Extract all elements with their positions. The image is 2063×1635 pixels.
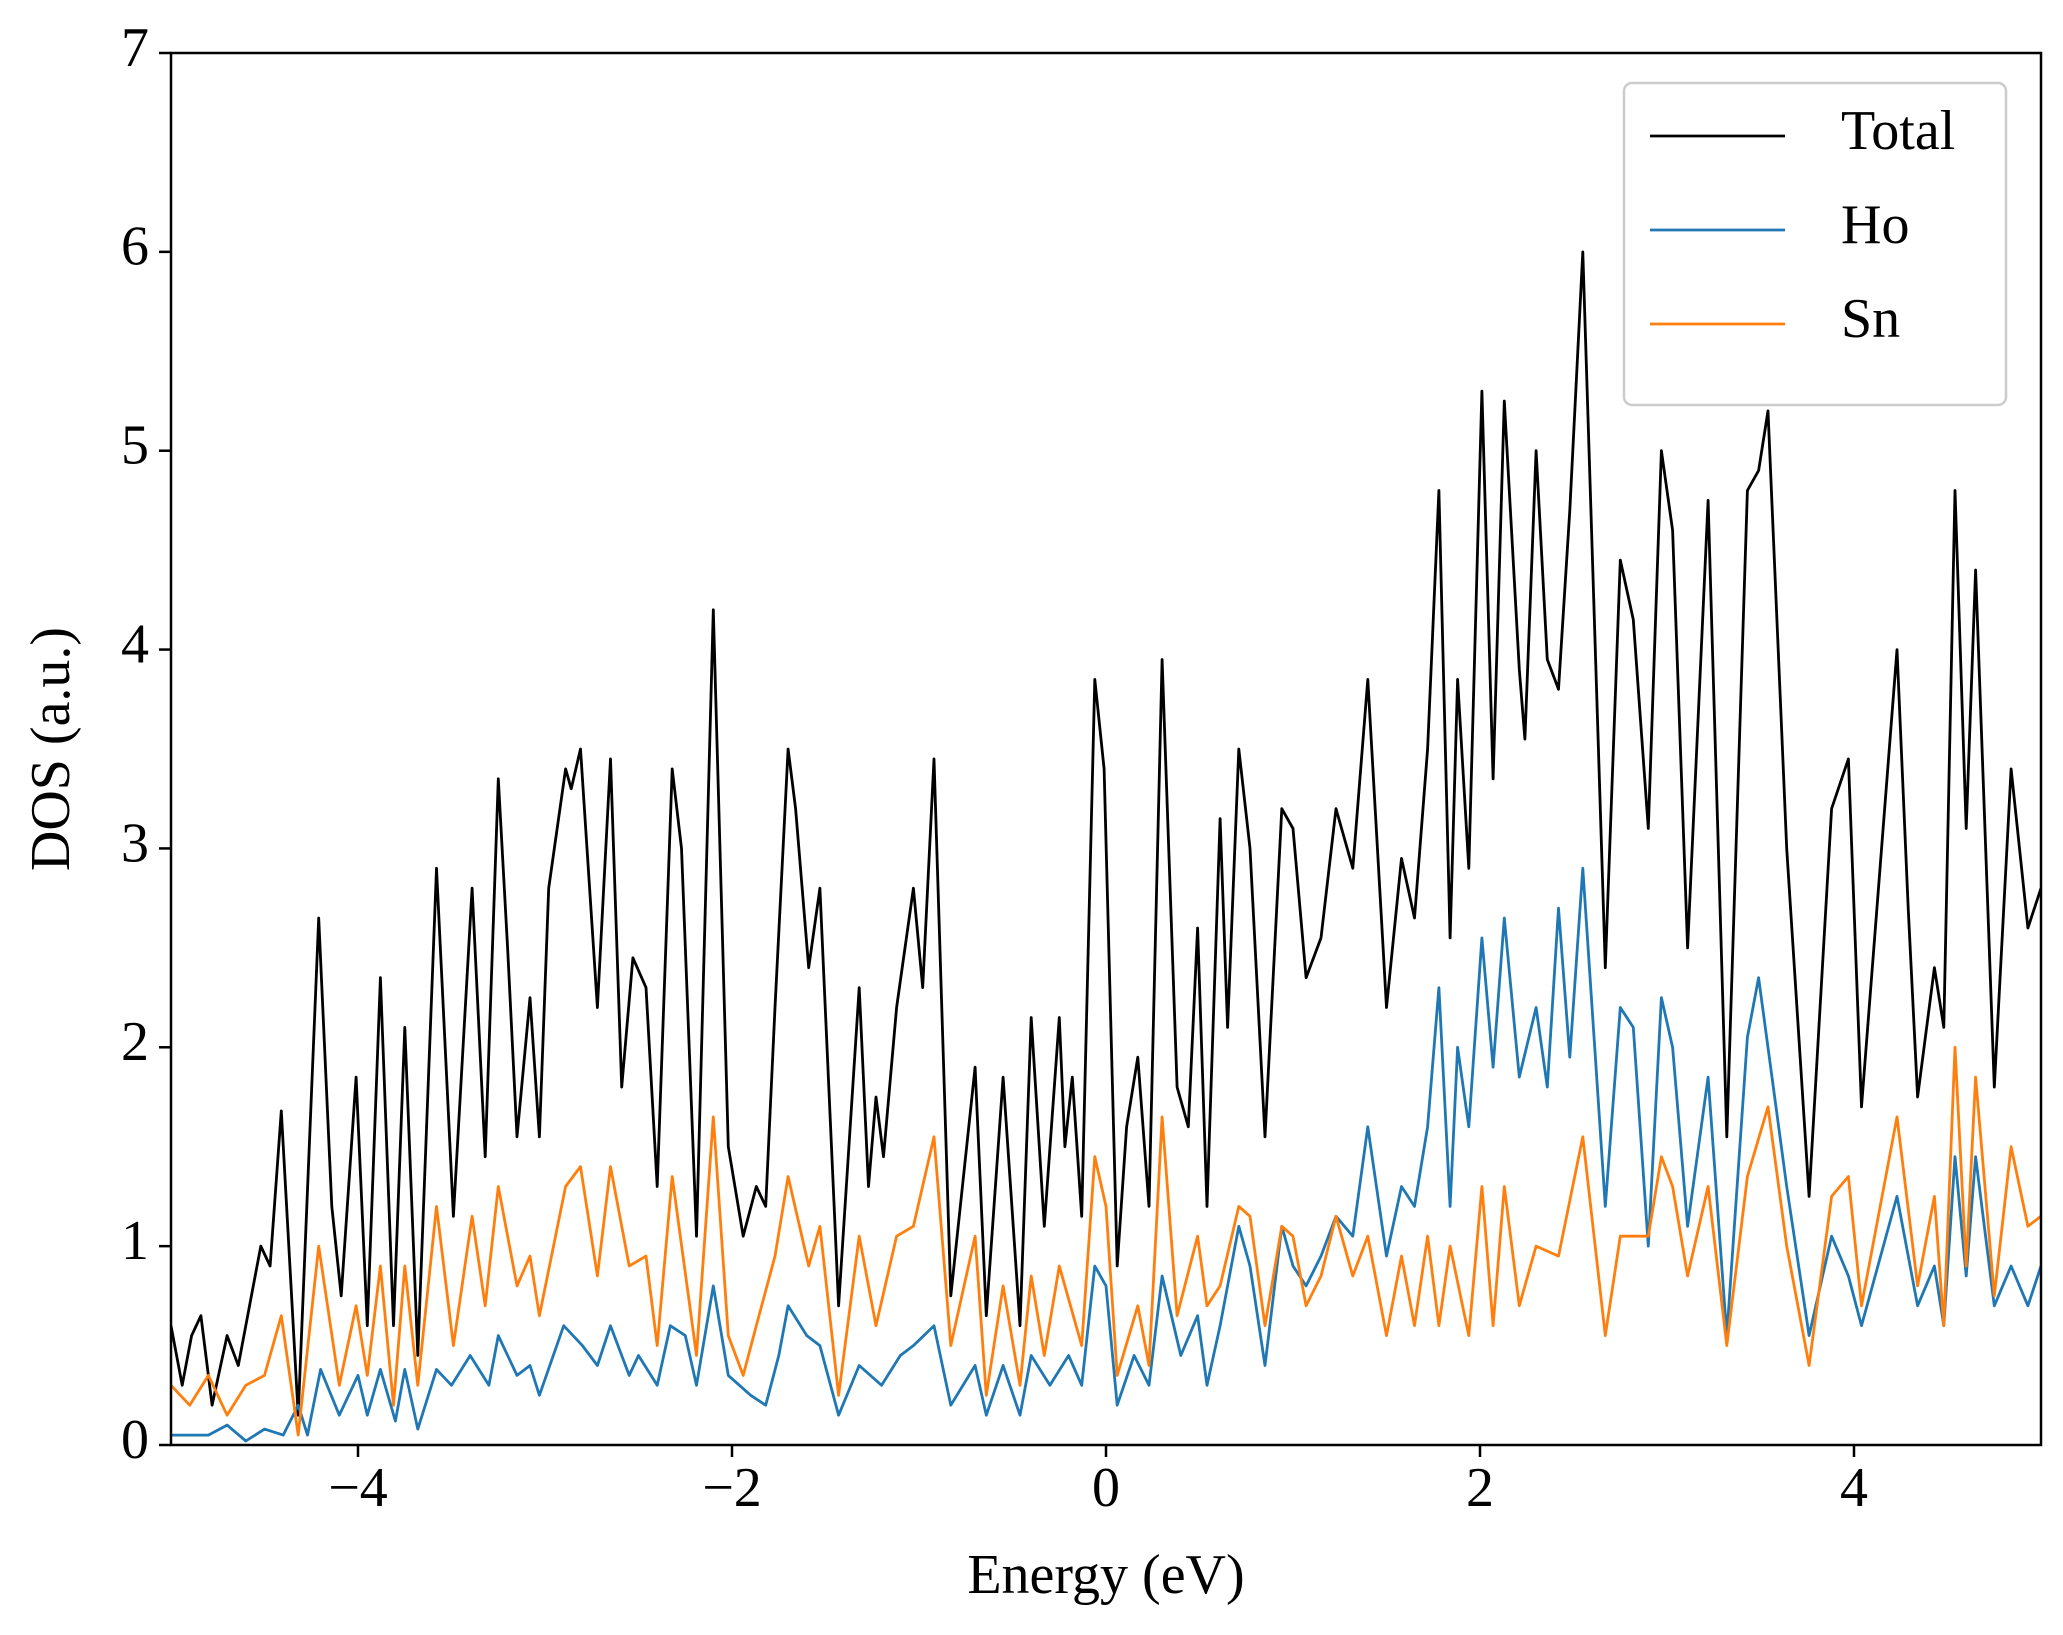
x-tick-label: −4	[328, 1457, 388, 1519]
x-tick-label: 4	[1840, 1457, 1868, 1519]
legend-label: Ho	[1841, 194, 1909, 256]
x-tick-label: 0	[1092, 1457, 1120, 1519]
y-axis-label: DOS (a.u.)	[20, 627, 82, 871]
y-tick-label: 1	[121, 1210, 149, 1272]
series-line	[171, 250, 2041, 1417]
y-tick-label: 6	[121, 216, 149, 278]
legend-label: Sn	[1841, 288, 1900, 350]
x-tick-label: 2	[1466, 1457, 1494, 1519]
y-tick-label: 5	[121, 415, 149, 477]
legend: Total Ho Sn	[1622, 81, 2008, 407]
series-line	[171, 866, 2041, 1443]
y-tick-label: 4	[121, 613, 149, 675]
x-axis-label: Energy (eV)	[967, 1544, 1244, 1606]
plot-area	[171, 250, 2041, 1443]
y-tick-label: 3	[121, 812, 149, 874]
series-line	[171, 1045, 2041, 1437]
y-tick-label: 2	[121, 1011, 149, 1073]
x-tick-label: −2	[702, 1457, 762, 1519]
legend-label: Total	[1841, 100, 1955, 162]
y-tick-label: 0	[121, 1409, 149, 1471]
y-tick-label: 7	[121, 17, 149, 79]
